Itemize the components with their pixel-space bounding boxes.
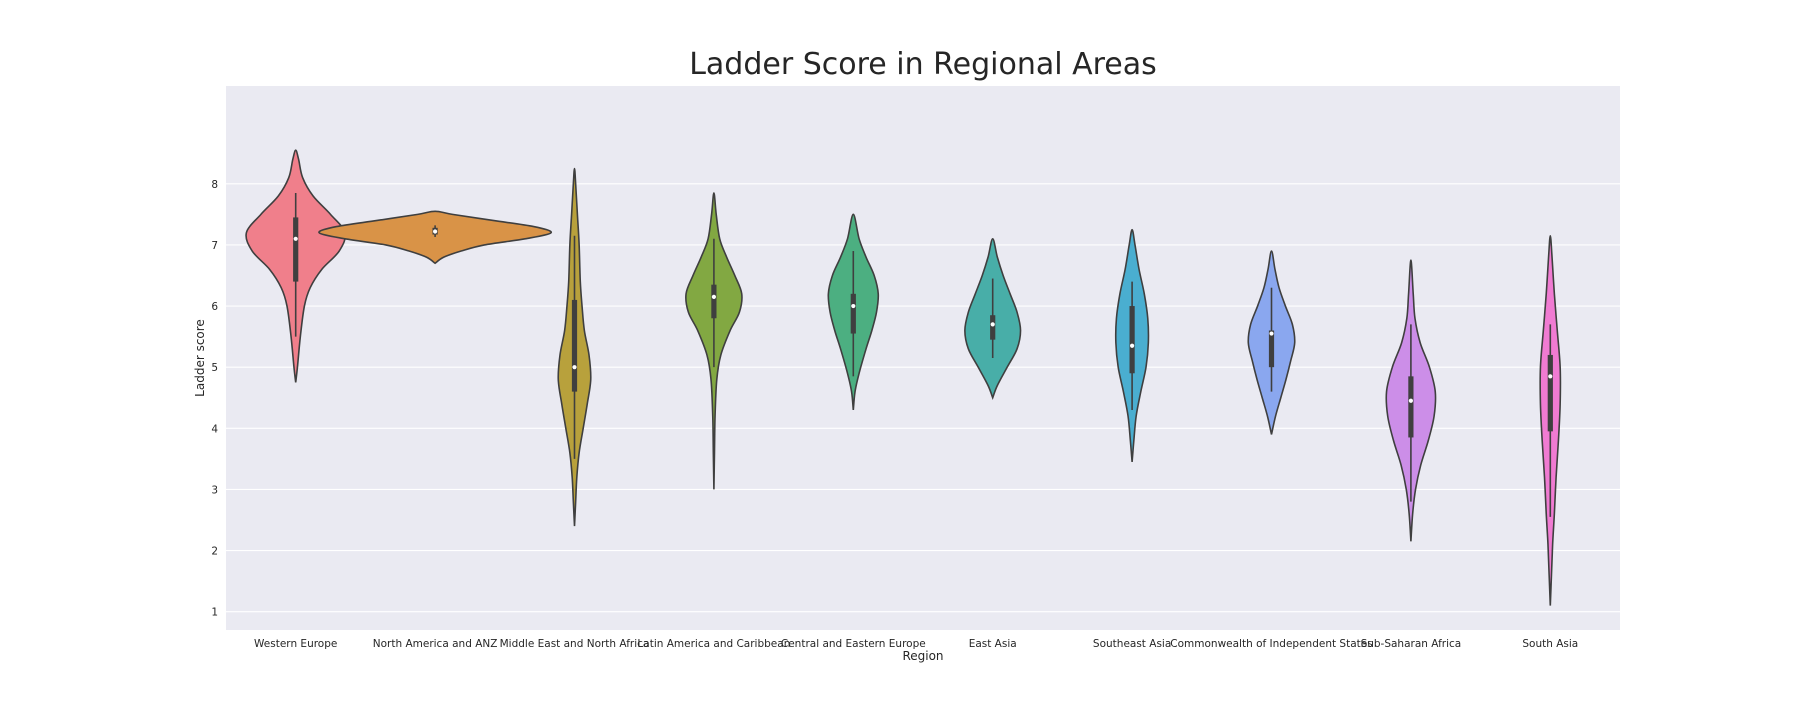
y-tick-3: 3 [211, 484, 218, 496]
violin-iqr-box-9 [1547, 354, 1553, 432]
plot-background [226, 86, 1620, 630]
grid-lines [226, 183, 1620, 613]
x-tick-0: Western Europe [254, 638, 337, 650]
x-tick-1: North America and ANZ [373, 638, 498, 650]
violin-body-1 [318, 210, 552, 265]
x-tick-labels: Western Europe North America and ANZ Middl… [254, 638, 1578, 650]
x-tick-5: East Asia [969, 638, 1017, 650]
violin-8 [1385, 259, 1437, 542]
y-tick-2: 2 [211, 546, 218, 558]
violins [245, 149, 1562, 606]
violin-iqr-box-7 [1268, 330, 1275, 368]
violin-9 [1539, 234, 1562, 606]
y-tick-8: 8 [211, 179, 218, 191]
x-tick-7: Commonwealth of Independent States [1170, 638, 1372, 650]
y-tick-labels: 1 2 3 4 5 6 7 8 [211, 179, 218, 619]
x-axis-label: Region [902, 649, 943, 663]
violin-iqr-box-0 [293, 217, 299, 282]
x-tick-3: Latin America and Caribbean [637, 638, 790, 650]
violin-iqr-box-3 [711, 284, 717, 319]
x-tick-6: Southeast Asia [1093, 638, 1171, 650]
violin-median-1 [433, 229, 438, 234]
violin-7 [1247, 250, 1296, 435]
violin-median-4 [851, 303, 856, 309]
violin-0 [245, 149, 347, 383]
violin-6 [1114, 228, 1150, 462]
violin-median-8 [1408, 398, 1413, 403]
y-tick-6: 6 [211, 301, 218, 313]
y-tick-4: 4 [211, 423, 218, 435]
violin-median-2 [572, 365, 577, 370]
y-tick-5: 5 [211, 362, 218, 374]
violin-median-7 [1269, 331, 1274, 336]
x-tick-8: Sub-Saharan Africa [1361, 638, 1462, 650]
violin-median-9 [1548, 374, 1553, 379]
violin-median-0 [293, 236, 298, 241]
x-tick-9: South Asia [1522, 638, 1578, 650]
violin-median-6 [1130, 343, 1135, 348]
violin-4 [827, 213, 880, 411]
violin-5 [964, 238, 1022, 400]
y-tick-1: 1 [211, 607, 218, 619]
violin-iqr-box-6 [1129, 306, 1135, 374]
x-tick-2: Middle East and North Africa [500, 638, 650, 650]
violin-iqr-box-8 [1408, 376, 1414, 438]
chart-title: Ladder Score in Regional Areas [689, 47, 1157, 82]
violin-1 [318, 210, 552, 265]
violin-iqr-box-2 [571, 299, 578, 392]
y-tick-7: 7 [211, 240, 218, 252]
violin-2 [557, 167, 592, 527]
violin-iqr-box-5 [990, 315, 996, 340]
violin-iqr-box-4 [850, 293, 856, 334]
violin-median-3 [711, 294, 717, 299]
x-tick-4: Central and Eastern Europe [781, 638, 926, 650]
violin-3 [685, 192, 743, 490]
violin-median-5 [990, 322, 995, 327]
y-axis-label: Ladder score [193, 319, 207, 397]
